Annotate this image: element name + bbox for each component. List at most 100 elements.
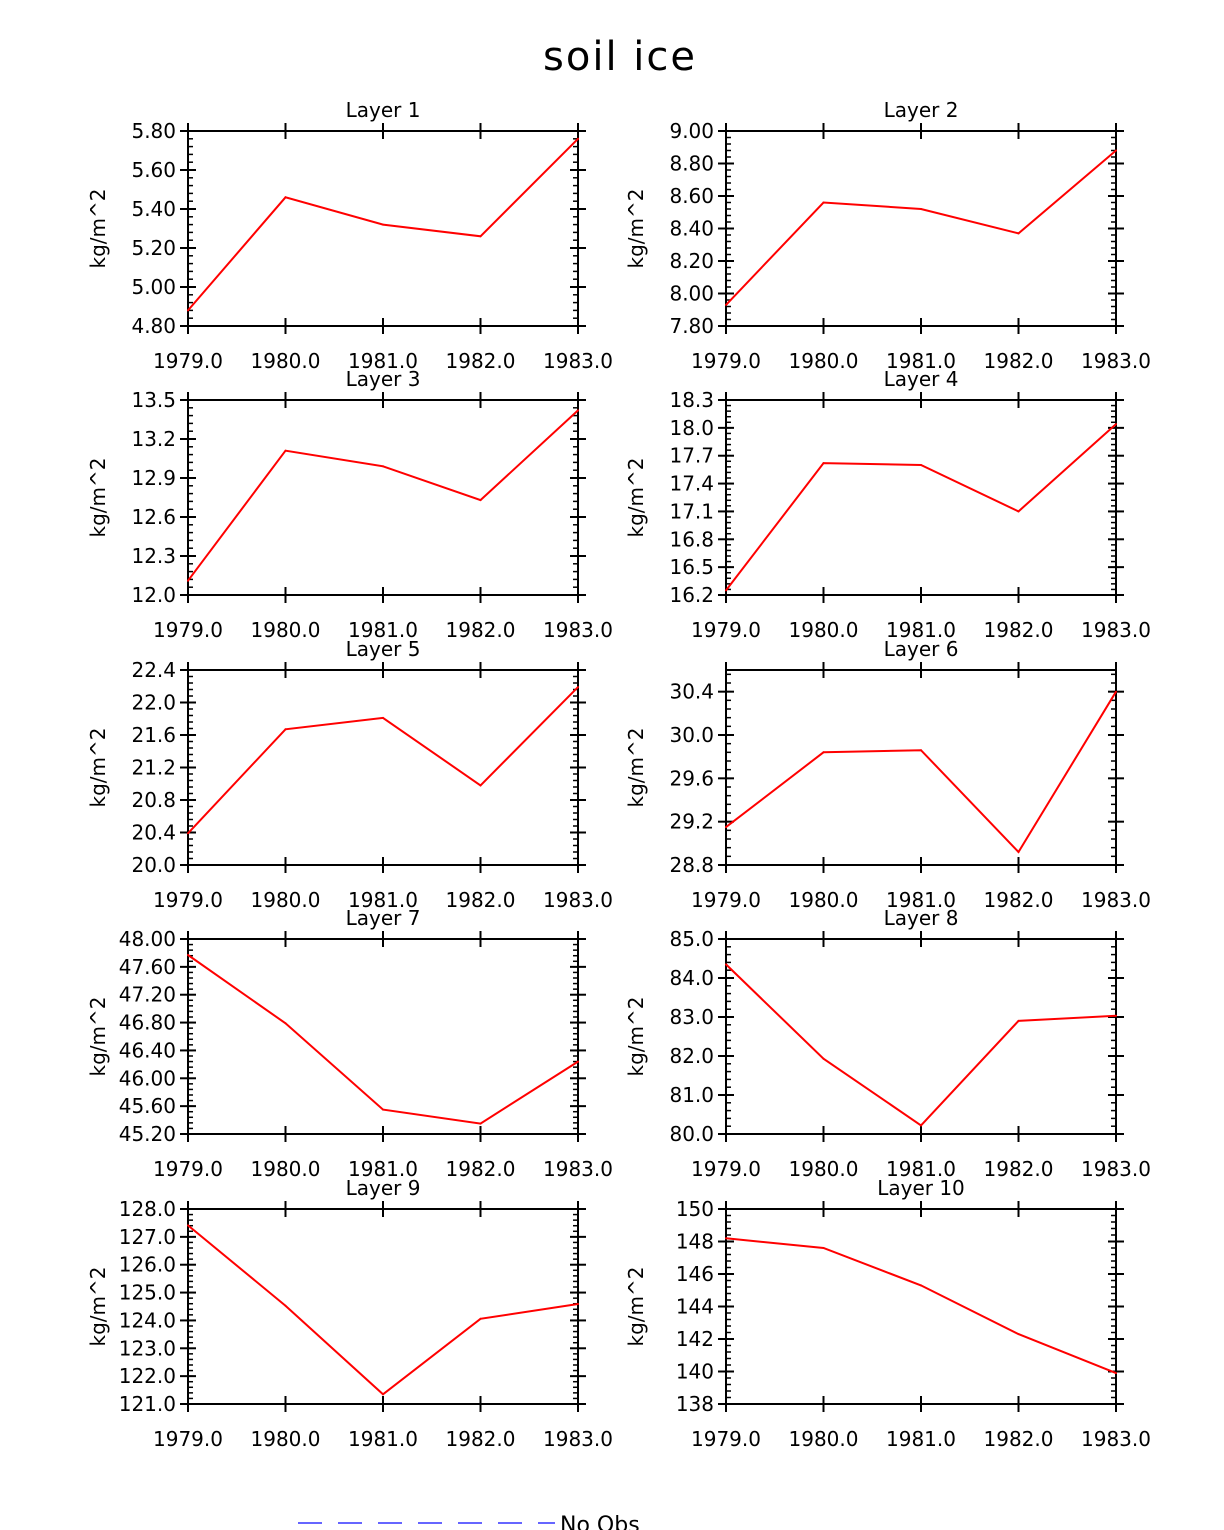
plot-frame	[187, 669, 579, 866]
x-tick-label: 1979.0	[153, 1427, 223, 1451]
x-tick-label: 1982.0	[446, 888, 516, 912]
data-point	[1115, 690, 1117, 693]
x-tick-label: 1979.0	[153, 618, 223, 642]
y-tick-label: 5.20	[131, 236, 176, 260]
y-tick-label: 81.0	[669, 1083, 714, 1107]
y-tick-label: 121.0	[119, 1392, 176, 1416]
y-tick-label: 80.0	[669, 1122, 714, 1146]
data-point	[725, 826, 727, 829]
series-line	[725, 1237, 1117, 1375]
panel-title: Layer 9	[346, 1176, 421, 1200]
x-tick-label: 1979.0	[691, 349, 761, 373]
x-tick-label: 1980.0	[789, 618, 859, 642]
series-line	[187, 409, 579, 582]
data-point	[1115, 1014, 1117, 1017]
data-point	[577, 1303, 579, 1305]
panel-title: Layer 4	[884, 367, 959, 391]
y-tick-label: 5.80	[131, 119, 176, 143]
y-tick-label: 30.4	[669, 680, 714, 704]
x-tick-label: 1980.0	[251, 1157, 321, 1181]
panel-layer-9: Layer 9 kg/m^2 121.0 122.0 123.0 124.0 125.0 12…	[86, 1176, 613, 1451]
y-tick-label: 4.80	[131, 314, 176, 338]
x-tick-label: 1981.0	[348, 349, 418, 373]
y-tick-label: 20.8	[131, 788, 176, 812]
y-axis-label: kg/m^2	[624, 189, 648, 269]
data-point	[479, 1122, 482, 1125]
y-tick-label: 128.0	[119, 1197, 176, 1221]
x-tick-label: 1979.0	[153, 888, 223, 912]
y-tick-label: 150	[676, 1197, 714, 1221]
y-tick-label: 144	[676, 1295, 714, 1319]
y-tick-label: 8.00	[669, 282, 714, 306]
panel-title: Layer 8	[884, 906, 959, 930]
data-point	[725, 1237, 727, 1240]
data-point	[725, 963, 727, 966]
x-tick-label: 1980.0	[251, 349, 321, 373]
figure-title: soil ice	[543, 34, 697, 80]
x-tick-label: 1983.0	[1081, 1427, 1151, 1451]
y-tick-label: 16.5	[669, 555, 714, 579]
y-tick-label: 126.0	[119, 1253, 176, 1277]
x-tick-label: 1983.0	[543, 1157, 613, 1181]
data-point	[725, 589, 727, 592]
y-tick-label: 29.6	[669, 766, 714, 790]
data-point	[382, 716, 384, 719]
panel-title: Layer 1	[346, 98, 421, 122]
y-tick-label: 46.80	[119, 1011, 176, 1035]
panel-layer-2: Layer 2 kg/m^2 7.80 8.00 8.20 8.40 8.60 8.80 9.0…	[624, 98, 1151, 373]
data-point	[382, 1393, 384, 1396]
y-tick-label: 84.0	[669, 966, 714, 990]
data-point	[1017, 510, 1020, 513]
data-point	[284, 1304, 287, 1307]
y-axis-label: kg/m^2	[624, 1267, 648, 1347]
plot-frame	[725, 399, 1117, 596]
y-tick-label: 46.40	[119, 1038, 176, 1062]
data-point	[1115, 149, 1117, 152]
y-tick-label: 85.0	[669, 927, 714, 951]
y-tick-label: 5.00	[131, 275, 176, 299]
data-point	[284, 728, 287, 731]
x-tick-label: 1981.0	[886, 349, 956, 373]
y-tick-label: 82.0	[669, 1044, 714, 1068]
data-point	[479, 1317, 482, 1320]
y-axis-label: kg/m^2	[86, 458, 110, 538]
y-tick-label: 12.6	[131, 505, 176, 529]
x-tick-label: 1982.0	[446, 1157, 516, 1181]
plot-frame	[725, 669, 1117, 866]
data-point	[920, 464, 922, 466]
panel-title: Layer 5	[346, 637, 421, 661]
plot-frame	[187, 399, 579, 596]
x-tick-label: 1980.0	[789, 1427, 859, 1451]
y-tick-label: 17.4	[669, 472, 714, 496]
data-point	[920, 1124, 922, 1127]
data-point	[187, 954, 189, 956]
series-line	[725, 423, 1117, 592]
y-tick-label: 138	[676, 1392, 714, 1416]
data-point	[577, 1060, 579, 1063]
data-point	[1017, 1019, 1020, 1022]
series-line	[725, 149, 1117, 306]
panel-title: Layer 3	[346, 367, 421, 391]
data-point	[1017, 1333, 1020, 1336]
panel-layer-1: Layer 1 kg/m^2 4.80 5.00 5.20 5.40 5.60 5.80 197…	[86, 98, 613, 373]
x-tick-label: 1983.0	[1081, 618, 1151, 642]
data-point	[1115, 1372, 1117, 1375]
data-point	[284, 449, 287, 452]
data-point	[284, 196, 287, 199]
data-point	[822, 1057, 825, 1060]
data-point	[479, 235, 482, 238]
y-tick-label: 140	[676, 1360, 714, 1384]
x-tick-label: 1983.0	[543, 1427, 613, 1451]
y-tick-label: 83.0	[669, 1005, 714, 1029]
x-tick-label: 1980.0	[251, 888, 321, 912]
data-point	[577, 409, 579, 412]
series-line	[187, 954, 579, 1125]
y-tick-label: 48.00	[119, 927, 176, 951]
x-tick-label: 1980.0	[789, 1157, 859, 1181]
y-tick-label: 45.60	[119, 1094, 176, 1118]
x-tick-label: 1982.0	[984, 1427, 1054, 1451]
y-tick-label: 47.60	[119, 955, 176, 979]
y-tick-label: 12.3	[131, 544, 176, 568]
y-tick-label: 8.80	[669, 152, 714, 176]
panel-layer-5: Layer 5 kg/m^2 20.0 20.4 20.8 21.2 21.6 22.0 22.…	[86, 637, 613, 912]
